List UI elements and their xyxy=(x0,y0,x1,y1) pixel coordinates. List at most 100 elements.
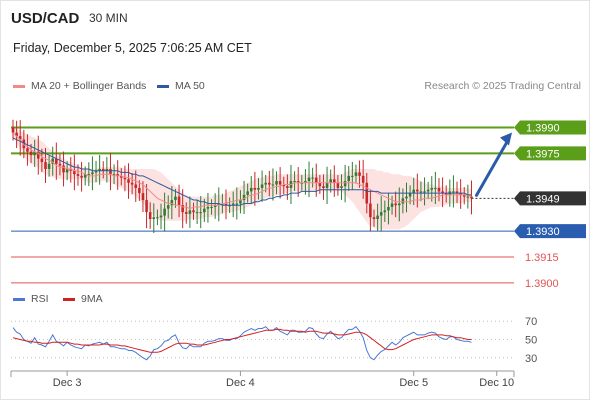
legend-ma20: MA 20 + Bollinger Bands xyxy=(13,80,146,92)
candle-86 xyxy=(322,186,325,188)
candle-89 xyxy=(332,179,336,183)
rsi-line xyxy=(12,326,472,361)
candle-26 xyxy=(105,168,109,171)
candle-3 xyxy=(22,139,26,149)
candle-6 xyxy=(33,151,36,156)
candle-116 xyxy=(430,187,434,190)
candle-20 xyxy=(83,174,87,178)
candle-28 xyxy=(112,174,116,176)
candle-10 xyxy=(47,163,51,169)
level-label-4: 1.3915 xyxy=(525,252,559,264)
candle-62 xyxy=(235,203,239,205)
candle-127 xyxy=(470,196,473,199)
datetime-label: Friday, December 5, 2025 7:06:25 AM CET xyxy=(13,41,252,55)
candle-125 xyxy=(462,194,466,197)
candle-45 xyxy=(174,196,177,201)
legend-ma20-label: MA 20 + Bollinger Bands xyxy=(31,80,147,92)
legend-rsi: RSI xyxy=(13,293,49,305)
rsi-tick-label-1: 50 xyxy=(525,335,537,347)
candle-59 xyxy=(224,203,228,206)
candle-29 xyxy=(116,174,119,176)
candle-49 xyxy=(188,210,192,214)
candle-7 xyxy=(36,151,40,159)
candle-56 xyxy=(213,205,217,207)
ma50-swatch-icon xyxy=(157,84,169,88)
candle-108 xyxy=(401,198,405,204)
candle-75 xyxy=(282,184,286,187)
candle-99 xyxy=(369,203,372,218)
copyright-label: Research © 2025 Trading Central xyxy=(424,80,581,92)
x-tick-label-3: Dec 10 xyxy=(479,377,514,389)
candle-53 xyxy=(203,208,206,213)
legend-rsi-ma-label: 9MA xyxy=(81,293,103,305)
candle-118 xyxy=(437,187,441,192)
rsi-ma-swatch-icon xyxy=(63,297,75,301)
rsi-panel: 70 50 30 xyxy=(11,316,537,365)
candle-66 xyxy=(249,187,253,192)
candle-102 xyxy=(379,212,383,216)
candle-34 xyxy=(134,184,138,188)
candle-38 xyxy=(148,212,152,220)
level-label-3: 1.3930 xyxy=(526,226,560,238)
candle-98 xyxy=(365,182,369,204)
candle-14 xyxy=(62,165,65,173)
candle-15 xyxy=(65,168,69,173)
bollinger-band xyxy=(13,127,472,230)
candle-18 xyxy=(76,174,80,176)
candle-35 xyxy=(138,187,141,194)
candle-70 xyxy=(264,182,267,185)
candle-30 xyxy=(120,175,123,178)
legend-ma50: MA 50 xyxy=(157,80,205,92)
candle-13 xyxy=(58,163,62,166)
candle-12 xyxy=(55,158,58,164)
level-label-0: 1.3990 xyxy=(526,123,560,135)
candle-24 xyxy=(98,168,101,171)
candle-67 xyxy=(253,187,257,190)
candles xyxy=(11,119,473,234)
candle-65 xyxy=(246,191,249,195)
ma20-line xyxy=(12,132,472,210)
x-tick-label-2: Dec 5 xyxy=(399,377,428,389)
candle-115 xyxy=(426,189,430,192)
rsi-swatch-icon xyxy=(13,297,25,301)
ma50-line xyxy=(12,137,472,206)
forecast-arrowhead-icon xyxy=(500,132,512,146)
candle-81 xyxy=(304,181,307,183)
candle-48 xyxy=(184,212,188,214)
candle-101 xyxy=(376,215,379,220)
candle-40 xyxy=(156,217,159,219)
candle-79 xyxy=(296,181,300,183)
candle-106 xyxy=(394,203,397,206)
candle-57 xyxy=(217,203,221,206)
candle-43 xyxy=(166,205,170,209)
candle-73 xyxy=(275,181,278,185)
level-tag-1 xyxy=(514,146,586,161)
candle-78 xyxy=(293,181,296,183)
candle-110 xyxy=(408,193,412,197)
candle-42 xyxy=(163,208,166,216)
candle-92 xyxy=(343,181,347,187)
candle-61 xyxy=(231,203,235,206)
candle-69 xyxy=(260,184,264,188)
candle-117 xyxy=(434,187,437,189)
candle-90 xyxy=(336,182,340,188)
candle-8 xyxy=(40,158,44,163)
candle-96 xyxy=(358,172,361,176)
level-label-2: 1.3949 xyxy=(526,193,560,205)
candle-107 xyxy=(397,203,401,206)
candle-91 xyxy=(340,186,343,188)
candle-21 xyxy=(87,174,91,176)
level-label-5: 1.3900 xyxy=(525,278,559,290)
candle-60 xyxy=(228,205,231,207)
candle-111 xyxy=(412,189,416,194)
candle-55 xyxy=(210,206,213,208)
candle-5 xyxy=(29,151,33,156)
candle-105 xyxy=(390,203,394,207)
candle-44 xyxy=(170,200,174,206)
candle-64 xyxy=(242,194,246,201)
rsi-tick-label-0: 70 xyxy=(525,316,537,328)
legend-rsi-ma: 9MA xyxy=(63,293,103,305)
candle-93 xyxy=(347,175,351,182)
candle-54 xyxy=(206,206,210,209)
